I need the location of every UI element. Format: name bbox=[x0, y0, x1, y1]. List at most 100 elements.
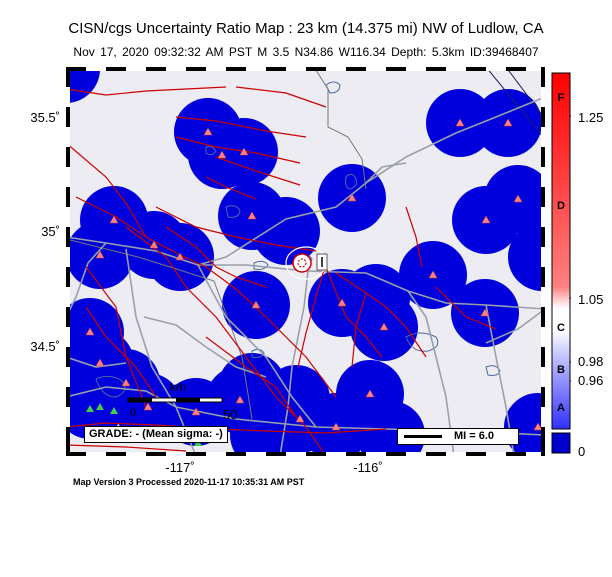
lake-outline bbox=[225, 205, 241, 218]
station-triangle bbox=[251, 300, 261, 309]
scale-end-label: 50 bbox=[223, 407, 238, 422]
fault-line bbox=[297, 262, 327, 368]
station-triangle-green bbox=[96, 403, 104, 410]
fault-line bbox=[205, 336, 247, 368]
colorbar-gradient bbox=[551, 72, 571, 430]
fault-line bbox=[265, 428, 387, 434]
station-triangle bbox=[149, 240, 159, 249]
boundary-layer bbox=[66, 67, 545, 420]
station-triangle-green bbox=[110, 407, 118, 414]
lat-label-35: 35˚ bbox=[41, 224, 60, 239]
map-frame bbox=[66, 67, 545, 456]
station-triangle bbox=[235, 395, 245, 404]
station-triangle bbox=[513, 194, 523, 203]
colorbar-letter-c: C bbox=[557, 322, 565, 334]
lake-outline bbox=[253, 260, 269, 270]
mi-legend: MI = 6.0 bbox=[397, 428, 519, 445]
county-boundary bbox=[313, 67, 367, 190]
colorbar-letter-b: B bbox=[557, 364, 565, 376]
state-boundary bbox=[505, 67, 545, 120]
station-triangle bbox=[337, 298, 347, 307]
state-boundary bbox=[485, 67, 545, 140]
map-border bbox=[66, 67, 545, 456]
colorbar-zero-swatch bbox=[551, 432, 571, 454]
fault-line bbox=[175, 116, 307, 138]
station-triangle bbox=[480, 308, 490, 317]
map-canvas bbox=[66, 67, 545, 456]
colorbar-letter-d: D bbox=[557, 200, 565, 212]
station-circle bbox=[252, 197, 320, 265]
fault-line bbox=[215, 156, 301, 186]
station-triangle bbox=[109, 215, 119, 224]
lake-outline bbox=[345, 173, 357, 190]
fault-line bbox=[175, 136, 301, 164]
mi-legend-text: MI = 6.0 bbox=[454, 430, 495, 442]
road bbox=[66, 356, 127, 368]
road bbox=[485, 308, 545, 344]
lake-outline bbox=[405, 332, 439, 352]
lake-outline bbox=[485, 365, 501, 376]
station-marker-layer bbox=[85, 118, 543, 431]
fault-line bbox=[85, 266, 147, 408]
road bbox=[365, 162, 407, 184]
fault-line bbox=[245, 366, 297, 418]
fault-line bbox=[323, 262, 383, 358]
fault-line bbox=[75, 196, 337, 398]
station-triangle bbox=[121, 378, 131, 387]
station-triangle bbox=[239, 147, 249, 156]
map-footer: Map Version 3 Processed 2020-11-17 10:35… bbox=[73, 477, 305, 487]
road bbox=[143, 316, 267, 378]
fault-line bbox=[66, 142, 147, 238]
station-triangle bbox=[217, 150, 227, 159]
epicenter-icon bbox=[292, 253, 312, 273]
map-subtitle: Nov 17, 2020 09:32:32 AM PST M 3.5 N34.8… bbox=[73, 45, 539, 59]
station-triangle bbox=[295, 414, 305, 423]
fault-line bbox=[405, 206, 423, 268]
scale-start-label: 0 bbox=[130, 407, 137, 419]
station-triangle bbox=[247, 211, 257, 220]
epicenter-marker bbox=[285, 246, 328, 280]
fault-line bbox=[66, 444, 187, 452]
grade-box: GRADE: - (Mean sigma: -) bbox=[84, 426, 228, 443]
station-triangle bbox=[428, 270, 438, 279]
station-triangle-green bbox=[86, 405, 94, 412]
lon-label-116: -116˚ bbox=[353, 460, 383, 475]
lat-label-35-5: 35.5˚ bbox=[30, 110, 60, 125]
fault-line bbox=[165, 226, 267, 288]
colorbar-label-0-96: 0.96 bbox=[578, 373, 604, 388]
colorbar-label-1-05: 1.05 bbox=[578, 292, 604, 307]
scale-bar bbox=[127, 397, 223, 403]
highway bbox=[125, 248, 197, 456]
colorbar-label-0-98: 0.98 bbox=[578, 354, 604, 369]
station-triangle bbox=[533, 422, 543, 431]
scale-unit-label: km bbox=[170, 380, 186, 394]
station-circle bbox=[508, 223, 545, 291]
station-triangle bbox=[175, 252, 185, 261]
fault-line bbox=[235, 86, 327, 108]
station-triangle bbox=[85, 327, 95, 336]
fault-line bbox=[66, 86, 227, 96]
lat-label-34-5: 34.5˚ bbox=[30, 339, 60, 354]
highway bbox=[66, 242, 107, 318]
fault-line bbox=[435, 286, 497, 330]
station-triangle bbox=[143, 402, 153, 411]
station-triangle bbox=[503, 118, 513, 127]
fault-line bbox=[335, 272, 427, 358]
station-triangle bbox=[347, 193, 357, 202]
fault-line bbox=[66, 422, 267, 432]
colorbar bbox=[551, 72, 571, 454]
station-triangle bbox=[203, 127, 213, 136]
colorbar-letter-a: A bbox=[557, 402, 565, 414]
station-triangle bbox=[191, 407, 201, 416]
lake-outline bbox=[251, 348, 265, 358]
fault-line bbox=[85, 306, 157, 398]
mi-legend-bar bbox=[404, 435, 442, 438]
station-triangle bbox=[379, 322, 389, 331]
station-triangle bbox=[95, 250, 105, 259]
colorbar-letter-f: F bbox=[557, 92, 565, 104]
lon-label-117: -117˚ bbox=[165, 460, 195, 475]
fault-line bbox=[205, 176, 257, 200]
road bbox=[197, 264, 317, 428]
fault-line bbox=[351, 292, 367, 368]
station-triangle bbox=[95, 358, 105, 367]
